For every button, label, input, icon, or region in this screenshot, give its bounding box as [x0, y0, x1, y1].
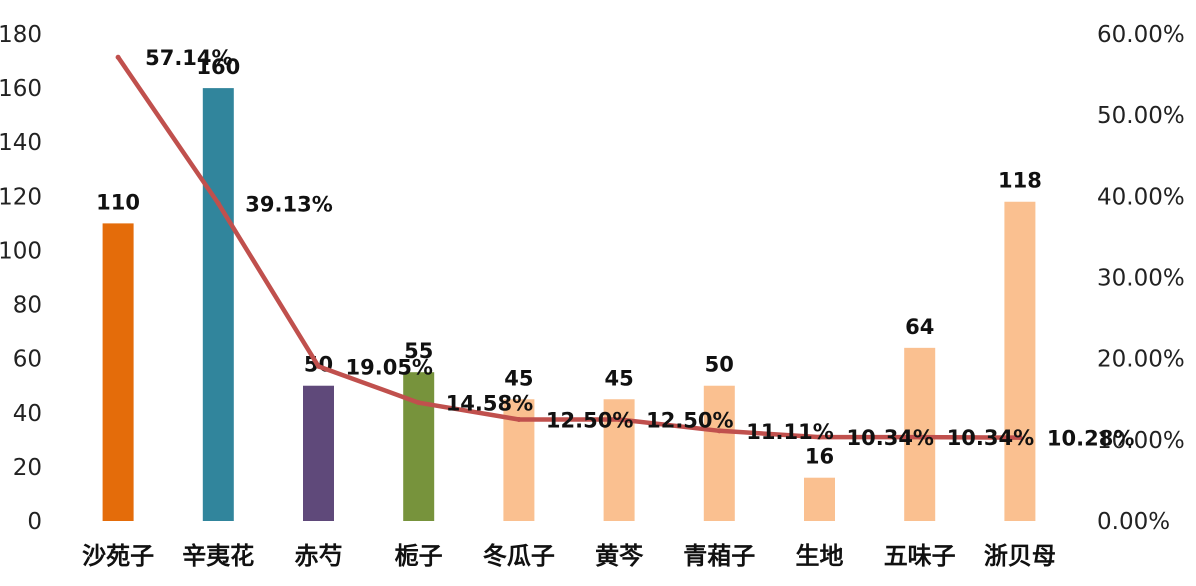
ratio-value-label: 12.50%	[546, 409, 633, 433]
ratio-value-label: 19.05%	[346, 355, 433, 379]
ratio-point	[817, 434, 822, 440]
ratio-value-label: 39.13%	[245, 192, 332, 216]
ratio-value-label: 14.58%	[446, 392, 533, 416]
bar	[1004, 201, 1036, 521]
category-label: 浙贝母	[984, 542, 1056, 570]
ratio-point	[516, 417, 522, 423]
y-left-tick-label: 60	[13, 347, 42, 373]
y-right-tick-label: 40.00%	[1097, 184, 1185, 210]
category-label: 沙苑子	[82, 542, 154, 570]
bar	[202, 88, 234, 521]
ratio-point	[416, 400, 422, 406]
y-left-tick-label: 80	[13, 293, 42, 319]
bar-value-label: 45	[504, 366, 533, 390]
bar-value-label: 50	[705, 353, 734, 377]
bar	[703, 385, 735, 521]
bar-value-label: 55	[404, 339, 433, 363]
category-label: 栀子	[395, 542, 443, 570]
y-left-tick-label: 100	[0, 238, 42, 264]
y-right-tick-label: 0.00%	[1097, 509, 1170, 535]
bar-value-label: 160	[196, 55, 240, 79]
bar-value-label: 45	[604, 366, 633, 390]
bar	[403, 372, 435, 521]
ratio-point	[1017, 435, 1023, 441]
category-label: 生地	[796, 542, 844, 570]
ratio-point	[716, 428, 722, 434]
y-right-tick-label: 30.00%	[1097, 266, 1185, 292]
ratio-line	[115, 54, 1023, 440]
y-right-tick-label: 50.00%	[1097, 103, 1185, 129]
bar	[804, 477, 835, 521]
ratio-point	[115, 54, 121, 60]
y-left-tick-label: 120	[0, 184, 42, 210]
y-left-tick-label: 20	[13, 455, 42, 481]
ratio-value-label: 10.34%	[847, 426, 934, 450]
y-right-tick-label: 60.00%	[1097, 22, 1185, 48]
ratio-value-label: 10.34%	[947, 426, 1034, 450]
y-left-tick-label: 140	[0, 130, 42, 156]
ratio-value-label: 57.14%	[145, 46, 232, 70]
category-label: 赤芍	[295, 542, 343, 570]
y-left-tick-label: 40	[13, 401, 42, 427]
bar-value-label: 110	[96, 190, 140, 214]
y-right-tick-label: 10.00%	[1097, 428, 1185, 454]
y-right-tick-label: 20.00%	[1097, 347, 1185, 373]
ratio-point	[316, 363, 321, 369]
y-left-tick-label: 0	[27, 509, 42, 535]
bar	[904, 347, 936, 521]
category-label: 冬瓜子	[483, 542, 555, 570]
ratio-value-label: 12.50%	[646, 409, 733, 433]
ratio-point	[917, 434, 923, 440]
bar	[303, 385, 334, 521]
category-label: 青葙子	[683, 542, 755, 570]
ratio-point	[616, 417, 622, 423]
bar-value-label: 64	[905, 315, 934, 339]
category-label: 五味子	[884, 542, 956, 570]
category-label: 辛夷花	[182, 542, 254, 570]
ratio-point	[215, 200, 221, 206]
category-label: 黄芩	[595, 542, 644, 570]
y-left-tick-label: 160	[0, 76, 42, 102]
ratio-value-label: 11.11%	[746, 420, 833, 444]
bar	[102, 223, 134, 521]
bar-value-label: 118	[998, 169, 1042, 193]
y-left-tick-label: 180	[0, 22, 42, 48]
bar-value-label: 16	[805, 445, 834, 469]
ratio-value-label: 10.28%	[1047, 427, 1134, 451]
